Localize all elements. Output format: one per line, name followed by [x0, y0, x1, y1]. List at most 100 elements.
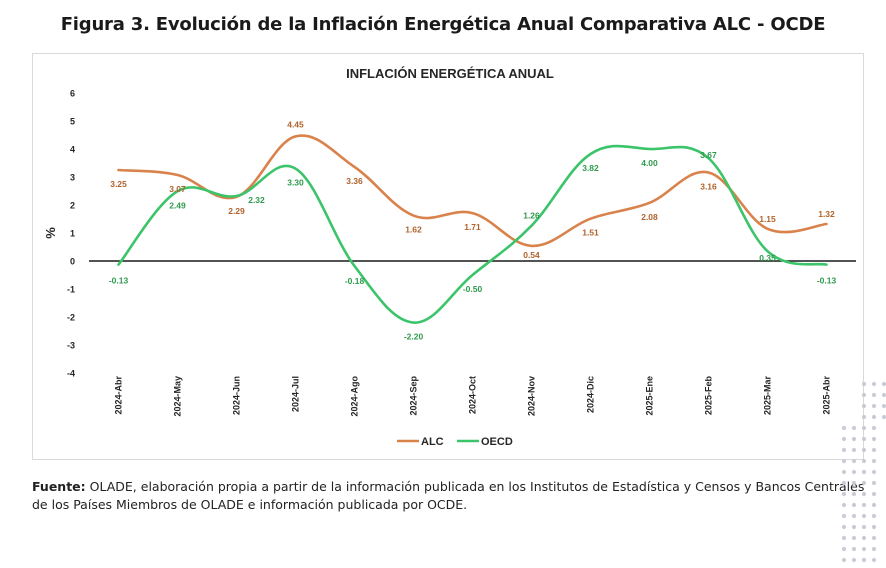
decor-dot	[841, 491, 847, 497]
series-line-oecd	[117, 144, 828, 324]
decor-dot	[861, 403, 867, 409]
decor-dot	[871, 491, 877, 497]
decor-dot	[841, 546, 847, 552]
y-tick-labels: 6 5 4 3 2 1 0 -1 -2 -3 -4	[67, 89, 75, 379]
x-tick-label: 2024-Abr	[114, 376, 124, 415]
y-tick-label: -2	[67, 313, 75, 323]
decor-dot	[851, 557, 857, 563]
decor-dot	[851, 513, 857, 519]
decor-dot	[851, 535, 857, 541]
decor-dot	[871, 546, 877, 552]
decor-dot	[881, 414, 886, 420]
x-tick-label: 2025-Feb	[704, 376, 714, 416]
decor-dot	[841, 469, 847, 475]
decor-dot	[861, 381, 867, 387]
data-label-alc: 1.62	[405, 225, 422, 235]
data-label-oecd: -0.18	[345, 276, 365, 286]
decor-dot	[861, 513, 867, 519]
decor-dot	[861, 502, 867, 508]
y-tick-label: -1	[67, 285, 75, 295]
x-tick-label: 2024-Jul	[291, 376, 301, 412]
x-tick-label: 2024-Dic	[586, 376, 596, 413]
data-label-alc: 3.16	[700, 182, 717, 192]
y-tick-label: 4	[70, 145, 75, 155]
legend-label-oecd: OECD	[481, 436, 513, 448]
decor-dot	[871, 502, 877, 508]
y-tick-label: 3	[70, 173, 75, 183]
decor-dot	[871, 403, 877, 409]
decor-dot	[861, 524, 867, 530]
y-axis-label: %	[43, 227, 58, 239]
decor-dot	[861, 392, 867, 398]
decor-dot	[861, 469, 867, 475]
y-tick-label: 6	[70, 89, 75, 99]
decor-dot	[841, 513, 847, 519]
data-label-oecd: -0.13	[817, 276, 837, 286]
source-label: Fuente:	[32, 479, 86, 494]
x-tick-label: 2024-Nov	[527, 376, 537, 416]
chart-title: INFLACIÓN ENERGÉTICA ANUAL	[346, 66, 554, 81]
decorative-dot-pattern	[841, 381, 886, 563]
x-tick-label: 2024-May	[173, 376, 183, 417]
data-label-oecd: -2.20	[404, 332, 424, 342]
legend: ALC OECD	[397, 436, 513, 448]
line-chart: INFLACIÓN ENERGÉTICA ANUAL % 6 5 4 3 2 1 0 -1 -2…	[43, 66, 856, 448]
y-tick-label: -4	[67, 369, 75, 379]
data-label-oecd: -0.13	[109, 276, 129, 286]
decor-dot	[881, 392, 886, 398]
decor-dot	[861, 414, 867, 420]
figure-title: Figura 3. Evolución de la Inflación Ener…	[60, 14, 826, 35]
decor-dot	[841, 480, 847, 486]
decor-dot	[861, 480, 867, 486]
decor-dot	[871, 513, 877, 519]
y-tick-label: -3	[67, 341, 75, 351]
data-label-alc: 1.51	[582, 228, 599, 238]
decor-dot	[881, 403, 886, 409]
decor-dot	[861, 447, 867, 453]
y-tick-label: 0	[70, 257, 75, 267]
decor-dot	[851, 425, 857, 431]
data-label-oecd: 3.67	[700, 150, 717, 160]
x-tick-label: 2025-Ene	[645, 376, 655, 416]
decor-dot	[871, 392, 877, 398]
decor-dot	[841, 535, 847, 541]
data-label-oecd: 0.35	[759, 253, 776, 263]
decor-dot	[851, 480, 857, 486]
decor-dot	[881, 381, 886, 387]
data-label-alc: 3.25	[110, 179, 127, 189]
decor-dot	[871, 458, 877, 464]
x-tick-label: 2024-Ago	[350, 376, 360, 417]
decor-dot	[851, 502, 857, 508]
series-lines	[117, 134, 828, 324]
data-label-alc: 1.32	[818, 209, 835, 219]
y-tick-label: 2	[70, 201, 75, 211]
decor-dot	[871, 447, 877, 453]
legend-label-alc: ALC	[421, 436, 444, 448]
data-label-alc: 3.36	[346, 176, 363, 186]
decor-dot	[841, 502, 847, 508]
decor-dot	[851, 469, 857, 475]
decor-dot	[861, 535, 867, 541]
source-note: Fuente: OLADE, elaboración propia a part…	[32, 478, 872, 514]
decor-dot	[841, 425, 847, 431]
data-label-oecd: 3.30	[287, 178, 304, 188]
data-label-alc: 0.54	[523, 250, 540, 260]
data-label-oecd: 4.00	[641, 158, 658, 168]
decor-dot	[841, 447, 847, 453]
x-tick-labels: 2024-Abr 2024-May 2024-Jun 2024-Jul 2024-Ago…	[114, 376, 832, 417]
decor-dot	[851, 546, 857, 552]
decor-dot	[841, 524, 847, 530]
chart-area: INFLACIÓN ENERGÉTICA ANUAL % 6 5 4 3 2 1 0 -1 -2…	[32, 53, 864, 460]
decor-dot	[871, 414, 877, 420]
data-label-alc: 2.29	[228, 206, 245, 216]
decor-dot	[851, 458, 857, 464]
x-tick-label: 2024-Jun	[232, 376, 242, 415]
decor-dot	[851, 436, 857, 442]
data-label-oecd: 2.49	[169, 200, 186, 210]
decor-dot	[861, 425, 867, 431]
y-tick-label: 5	[70, 117, 75, 127]
x-tick-label: 2025-Mar	[763, 376, 773, 416]
data-label-alc: 1.15	[759, 214, 776, 224]
decor-dot	[841, 557, 847, 563]
decor-dot	[861, 546, 867, 552]
